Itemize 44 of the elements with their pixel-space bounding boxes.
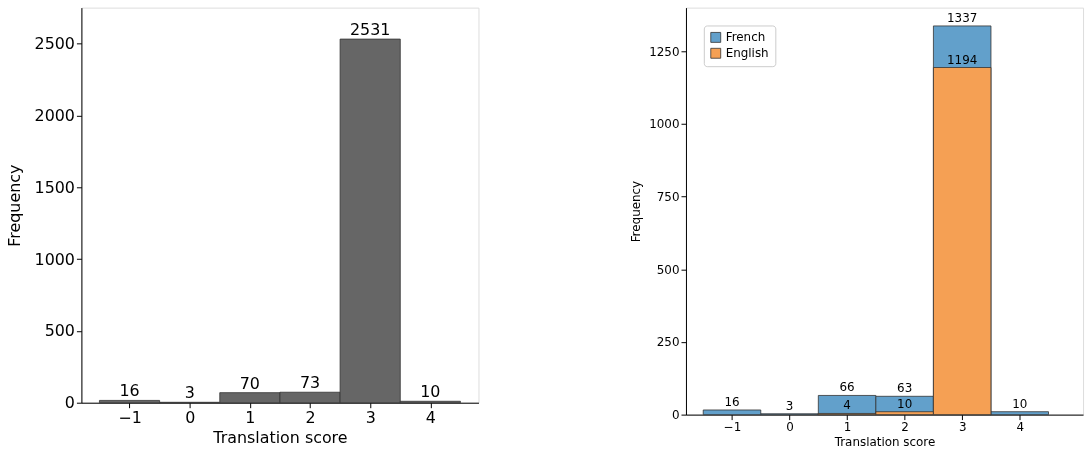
y-tick-label: 750 — [656, 190, 680, 205]
x-tick-label: 0 — [786, 420, 794, 435]
legend-label: English — [725, 46, 769, 61]
data-label: 10 — [420, 382, 441, 402]
y-tick-label: 1000 — [34, 249, 75, 269]
y-axis-title: Frequency — [4, 164, 24, 247]
data-label: 3 — [184, 383, 195, 403]
x-axis-title: Translation score — [212, 427, 348, 447]
x-tick-label: −1 — [723, 420, 742, 435]
data-label: 70 — [239, 373, 260, 393]
x-tick-label: −1 — [118, 408, 142, 428]
data-label: 10 — [1012, 396, 1028, 411]
y-tick-label: 1500 — [34, 177, 75, 197]
x-tick-label: 1 — [843, 420, 852, 435]
data-label: 1194 — [947, 52, 978, 67]
x-tick-label: 3 — [958, 420, 967, 435]
data-label: 16 — [724, 395, 740, 409]
x-tick-label: 2 — [901, 420, 909, 435]
x-tick-label: 0 — [185, 408, 196, 428]
data-label: 1337 — [947, 10, 978, 25]
data-label: 4 — [843, 398, 851, 413]
x-tick-label: 1 — [245, 408, 256, 428]
x-tick-label: 4 — [425, 408, 436, 428]
x-tick-label: 3 — [365, 408, 376, 428]
data-label: 66 — [839, 380, 855, 395]
legend-label: French — [725, 30, 766, 45]
y-tick-label: 1250 — [649, 44, 680, 59]
data-label: 16 — [119, 381, 140, 401]
y-tick-label: 250 — [656, 335, 680, 350]
data-label: 3 — [785, 398, 794, 413]
y-tick-label: 1000 — [649, 117, 680, 132]
y-axis-title: Frequency — [629, 180, 644, 243]
y-tick-label: 0 — [64, 393, 75, 413]
y-tick-label: 2500 — [34, 33, 75, 53]
data-label: 63 — [897, 381, 913, 396]
x-axis-title: Translation score — [833, 434, 936, 449]
y-tick-label: 500 — [44, 321, 75, 341]
data-label: 2531 — [349, 20, 391, 40]
y-tick-label: 500 — [656, 262, 680, 277]
data-label: 73 — [299, 373, 321, 393]
y-tick-label: 2000 — [34, 105, 75, 125]
data-label: 10 — [897, 396, 913, 411]
x-tick-label: 2 — [305, 408, 316, 428]
x-tick-label: 4 — [1016, 420, 1025, 435]
